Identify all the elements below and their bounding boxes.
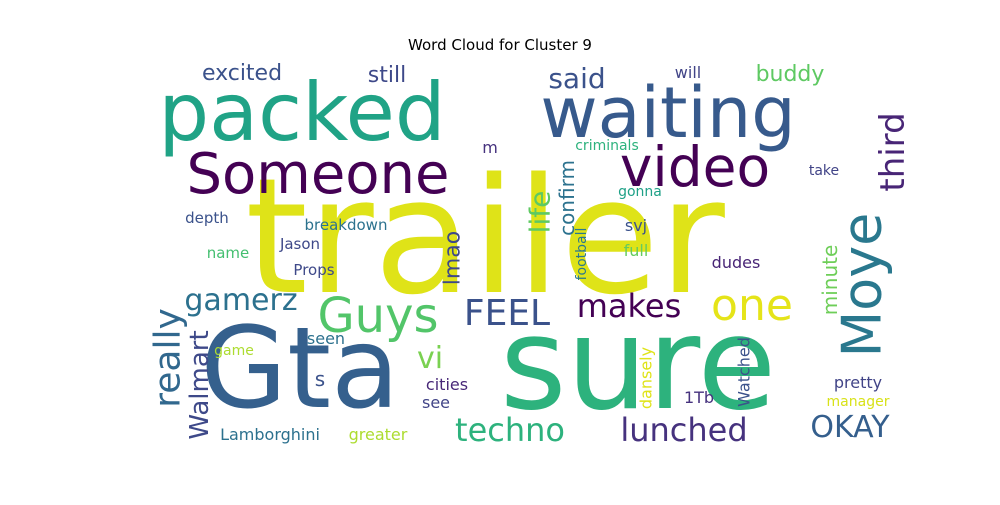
word-video: video — [620, 135, 770, 199]
word-lamborghini: Lamborghini — [220, 425, 320, 444]
word-cities: cities — [426, 375, 468, 394]
word-lmao: lmao — [441, 231, 466, 285]
word-guys: Guys — [317, 288, 438, 344]
word-greater: greater — [349, 425, 408, 444]
word-techno: techno — [455, 411, 565, 449]
word-1tb: 1Tb — [684, 388, 714, 407]
word-jason: Jason — [279, 235, 320, 253]
word-gamerz: gamerz — [184, 283, 297, 318]
word-svj: svj — [625, 216, 647, 235]
word-said: said — [548, 62, 605, 95]
word-football: football — [574, 228, 590, 281]
word-moye: Moye — [831, 213, 894, 358]
word-one: one — [711, 280, 793, 331]
word-still: still — [368, 63, 406, 88]
word-excited: excited — [202, 61, 282, 86]
word-seen: seen — [307, 329, 345, 348]
word-watched: Watched — [735, 337, 754, 407]
word-breakdown: breakdown — [305, 216, 388, 234]
word-dansely: dansely — [637, 347, 656, 409]
word-s: s — [315, 367, 325, 391]
word-okay: OKAY — [810, 410, 890, 445]
word-criminals: criminals — [575, 138, 639, 154]
word-game: game — [214, 343, 254, 359]
word-see: see — [422, 393, 450, 412]
word-buddy: buddy — [756, 62, 825, 87]
word-props: Props — [293, 261, 334, 279]
word-take: take — [809, 163, 839, 179]
word-makes: makes — [577, 287, 682, 325]
word-lunched: lunched — [620, 411, 747, 449]
word-name: name — [207, 244, 250, 262]
word-dudes: dudes — [712, 253, 761, 272]
word-vi: vi — [417, 341, 443, 376]
word-third: third — [873, 112, 913, 191]
word-minute: minute — [818, 245, 842, 316]
word-depth: depth — [185, 209, 229, 227]
word-manager: manager — [827, 394, 890, 410]
word-walmart: Walmart — [185, 330, 215, 439]
word-gonna: gonna — [618, 184, 662, 200]
word-someone: Someone — [186, 142, 449, 207]
word-m: m — [482, 138, 498, 157]
word-gta: Gta — [200, 304, 399, 434]
word-waiting: waiting — [540, 72, 795, 154]
word-pretty: pretty — [834, 373, 882, 392]
word-will: will — [675, 63, 701, 82]
word-really: really — [148, 308, 189, 408]
word-packed: packed — [158, 66, 445, 159]
word-feel: FEEL — [464, 293, 550, 334]
word-life: life — [524, 191, 557, 234]
word-full: full — [624, 241, 649, 260]
word-sure: sure — [500, 290, 776, 439]
chart-title: Word Cloud for Cluster 9 — [408, 36, 592, 54]
word-trailer: trailer — [245, 143, 725, 330]
word-confirm: confirm — [555, 160, 579, 236]
